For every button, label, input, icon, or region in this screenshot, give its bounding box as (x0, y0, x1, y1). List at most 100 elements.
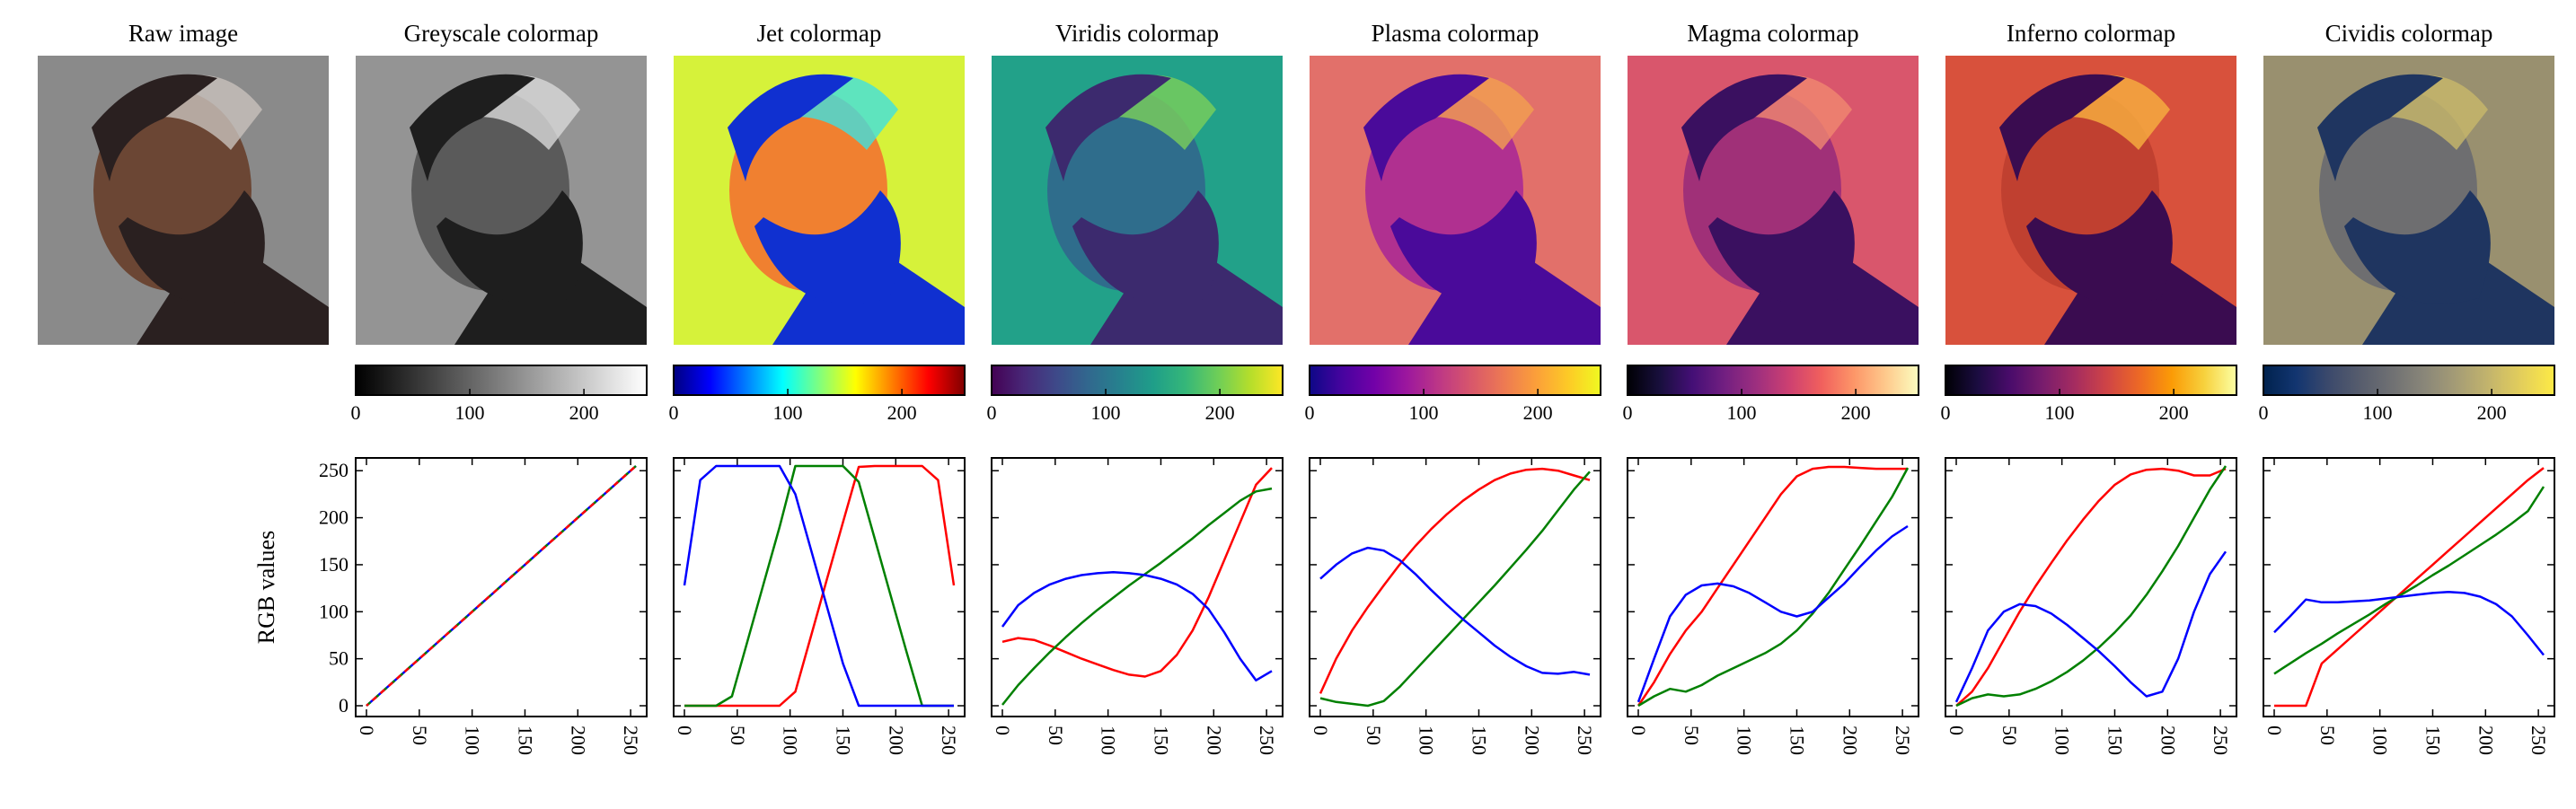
series-line-green (1956, 466, 2226, 706)
series-line-blue (1638, 526, 1908, 702)
x-tick-label: 150 (2104, 725, 2126, 755)
y-axis-label: RGB values (253, 531, 279, 644)
colorbar-tick-label: 0 (1941, 401, 1951, 424)
panel-title: Viridis colormap (1055, 20, 1219, 47)
panel-magma: Magma colormap 0 100 200 0 50 100 150 200 250 (1623, 20, 1919, 755)
colorbar-gradient (674, 365, 965, 395)
x-tick-label: 0 (1945, 725, 1968, 735)
series-line-green (1002, 488, 1272, 705)
colorbar-gradient (1310, 365, 1601, 395)
series-line-blue (1002, 572, 1272, 680)
portrait-image (674, 56, 965, 345)
axes-frame (992, 458, 1283, 717)
colorbar: 0 100 200 (1305, 365, 1601, 424)
colorbar-tick-label: 100 (773, 401, 803, 424)
series-line-blue (1320, 548, 1590, 674)
colorbar-tick-label: 100 (2045, 401, 2075, 424)
colorbar: 0 100 200 (2259, 365, 2555, 424)
x-tick-label: 200 (1521, 725, 1543, 755)
colorbar-tick-label: 200 (1523, 401, 1553, 424)
panel-jet: Jet colormap 0 100 200 0 50 100 150 200 250 (669, 20, 966, 755)
x-tick-label: 100 (462, 725, 484, 755)
x-tick-label: 250 (1256, 725, 1278, 755)
colorbar-gradient (992, 365, 1283, 395)
rgb-line-chart: 0 50 100 150 200 250 (1310, 458, 1601, 755)
x-tick-label: 100 (2051, 725, 2074, 755)
x-tick-label: 250 (1892, 725, 1914, 755)
colorbar-tick-label: 100 (2363, 401, 2393, 424)
x-tick-label: 0 (2263, 725, 2286, 735)
x-tick-label: 0 (1310, 725, 1332, 735)
series-line-blue (1956, 551, 2226, 702)
rgb-line-chart: 0 50 100 150 200 250 (674, 458, 965, 755)
x-tick-label: 0 (356, 725, 378, 735)
panel-title: Magma colormap (1687, 20, 1858, 47)
x-tick-label: 200 (2157, 725, 2179, 755)
series-line-red (2274, 468, 2544, 706)
x-tick-label: 100 (1734, 725, 1756, 755)
colorbar-tick-label: 0 (987, 401, 997, 424)
y-tick-label: 200 (319, 506, 348, 529)
x-tick-label: 0 (674, 725, 696, 735)
panel-cividis: Cividis colormap 0 100 200 0 50 100 150 200 250 (2259, 20, 2555, 755)
x-tick-label: 200 (2475, 725, 2497, 755)
series-line-red (684, 466, 954, 706)
panel-title: Cividis colormap (2325, 20, 2493, 47)
x-tick-label: 50 (1363, 725, 1385, 745)
panel-title: Jet colormap (757, 20, 882, 47)
y-tick-label: 100 (319, 600, 348, 622)
x-tick-label: 100 (2369, 725, 2392, 755)
x-tick-label: 200 (1839, 725, 1861, 755)
colorbar-tick-label: 100 (1091, 401, 1121, 424)
x-tick-label: 200 (567, 725, 589, 755)
portrait-image (992, 56, 1283, 345)
colorbar-tick-label: 200 (2477, 401, 2507, 424)
colorbar: 0 100 200 (351, 365, 648, 424)
colorbar: 0 100 200 (669, 365, 966, 424)
axes-frame (674, 458, 965, 717)
x-tick-label: 150 (1150, 725, 1172, 755)
series-line-blue (2274, 592, 2544, 655)
colorbar-tick-label: 0 (669, 401, 679, 424)
colorbar-gradient (2263, 365, 2554, 395)
axes-frame (1310, 458, 1601, 717)
colorbar-gradient (1945, 365, 2236, 395)
series-line-red (1638, 467, 1908, 706)
y-tick-label: 0 (339, 694, 348, 717)
series-line-green (684, 466, 954, 706)
panel-title: Greyscale colormap (404, 20, 599, 47)
colorbar-gradient (356, 365, 647, 395)
series-line-red (1956, 469, 2226, 706)
x-tick-label: 250 (2210, 725, 2232, 755)
series-line-red (1320, 469, 1590, 693)
x-tick-label: 50 (727, 725, 749, 745)
x-tick-label: 0 (992, 725, 1014, 735)
panel-raw: Raw image (38, 20, 329, 345)
colorbar: 0 100 200 (1623, 365, 1919, 424)
portrait-image (2263, 56, 2554, 345)
x-tick-label: 250 (2527, 725, 2550, 755)
panel-inferno: Inferno colormap 0 100 200 0 50 100 150 200 250 (1941, 20, 2237, 755)
x-tick-label: 250 (1574, 725, 1596, 755)
colorbar-tick-label: 200 (569, 401, 599, 424)
series-line-green (2274, 487, 2544, 673)
panel-plasma: Plasma colormap 0 100 200 0 50 100 150 200 250 (1305, 20, 1601, 755)
panel-title: Inferno colormap (2007, 20, 2175, 47)
panel-viridis: Viridis colormap0 100 2000 50 100 150 200 250 (987, 20, 1284, 755)
colorbar: 0 100 200 (987, 365, 1284, 424)
x-tick-label: 50 (409, 725, 431, 745)
rgb-line-chart: 0 50 100 150 200 250 (1628, 458, 1919, 755)
y-tick-label: 150 (319, 553, 348, 576)
portrait-image (38, 56, 329, 345)
x-tick-label: 50 (2316, 725, 2339, 745)
series-line-green (1638, 468, 1908, 706)
rgb-line-chart: 0 50 100 150 200 250 (1945, 458, 2236, 755)
colorbar-tick-label: 100 (1727, 401, 1757, 424)
x-tick-label: 50 (1998, 725, 2021, 745)
portrait-image (356, 56, 647, 345)
x-tick-label: 100 (1416, 725, 1438, 755)
x-tick-label: 100 (780, 725, 802, 755)
panel-title: Plasma colormap (1372, 20, 1539, 47)
